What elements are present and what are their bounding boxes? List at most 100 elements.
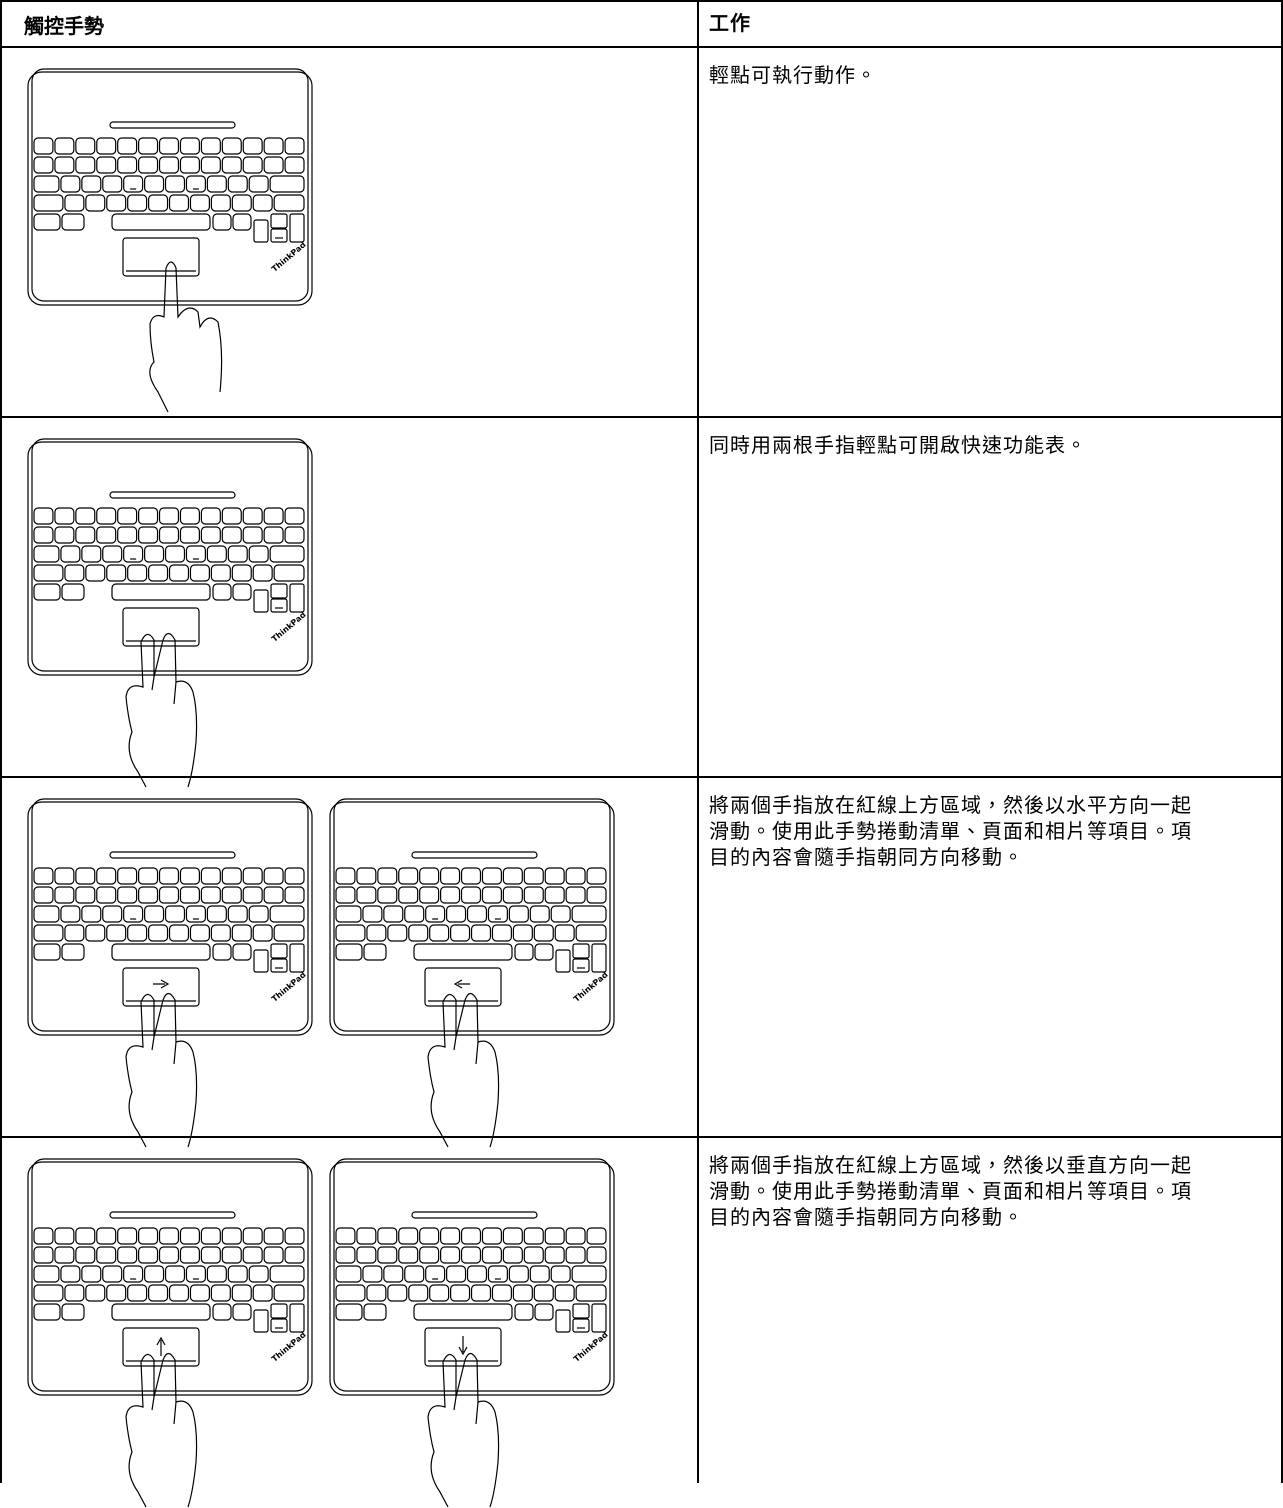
drawing — [117, 867, 138, 885]
illustration-canvas: ThinkPad ThinkPad — [27, 798, 615, 1148]
drawing — [200, 156, 221, 174]
drawing — [571, 1265, 607, 1283]
drawing — [335, 1246, 356, 1264]
logo-text: ThinkPad — [270, 240, 308, 274]
drawing — [85, 1284, 106, 1302]
drawing — [554, 1284, 575, 1302]
drawing — [269, 1265, 305, 1283]
drawing — [221, 1227, 242, 1245]
drawing — [440, 886, 461, 904]
drawing — [270, 1318, 288, 1333]
drawing — [138, 137, 159, 155]
drawing — [27, 441, 313, 676]
drawing — [440, 1246, 461, 1264]
drawing — [102, 1265, 123, 1283]
drawing — [127, 924, 148, 942]
drawing — [117, 886, 138, 904]
table-row: ThinkPad ThinkPad 將兩個手指放在紅線上方區域，然後以垂直方向一起… — [2, 1138, 1283, 1508]
drawing — [168, 924, 190, 942]
header-row: 觸控手勢 工作 — [2, 2, 1283, 48]
drawing — [363, 943, 387, 961]
drawing — [284, 156, 305, 174]
drawing — [253, 589, 269, 613]
drawing — [377, 886, 398, 904]
drawing — [185, 1265, 206, 1283]
drawing — [64, 564, 85, 582]
drawing — [398, 1227, 419, 1245]
drawing — [232, 1303, 252, 1321]
drawing — [263, 526, 284, 544]
drawing — [138, 526, 159, 544]
drawing — [31, 798, 309, 1032]
drawing — [470, 924, 492, 942]
drawing — [227, 175, 248, 193]
drawing — [263, 886, 284, 904]
drawing — [148, 924, 169, 942]
drawing — [96, 156, 117, 174]
drawing — [252, 924, 273, 942]
drawing — [138, 867, 159, 885]
drawing — [149, 261, 223, 413]
arrow — [453, 979, 470, 989]
drawing — [523, 886, 544, 904]
drawing — [33, 583, 61, 601]
drawing — [572, 943, 590, 959]
drawing — [481, 886, 502, 904]
drawing — [81, 545, 102, 563]
drawing — [33, 1284, 64, 1302]
drawing — [106, 194, 127, 212]
drawing — [554, 924, 575, 942]
drawing — [572, 1303, 590, 1319]
arrow — [458, 1336, 468, 1356]
drawing — [273, 924, 305, 942]
arrow — [153, 979, 170, 989]
drawing — [356, 886, 377, 904]
drawing — [200, 526, 221, 544]
drawing — [491, 1284, 512, 1302]
drawing — [502, 1246, 523, 1264]
drawing — [227, 905, 248, 923]
drawing — [75, 156, 96, 174]
drawing — [102, 905, 123, 923]
drawing — [508, 1265, 529, 1283]
drawing — [221, 867, 242, 885]
drawing — [127, 1284, 148, 1302]
drawing — [206, 545, 227, 563]
drawing — [450, 924, 471, 942]
drawing — [33, 156, 54, 174]
drawing — [533, 1284, 554, 1302]
drawing — [270, 1303, 288, 1319]
drawing — [242, 526, 263, 544]
drawing — [81, 905, 102, 923]
arrow — [156, 1336, 166, 1356]
drawing — [466, 1265, 488, 1283]
drawing — [31, 438, 309, 672]
drawing — [232, 583, 252, 601]
drawing — [571, 905, 607, 923]
drawing — [33, 1303, 61, 1321]
drawing — [60, 545, 81, 563]
drawing — [33, 867, 54, 885]
drawing — [363, 1303, 387, 1321]
illustration-canvas: ThinkPad — [27, 68, 313, 413]
drawing — [123, 175, 144, 193]
drawing — [383, 1265, 404, 1283]
drawing — [117, 137, 138, 155]
logo-text: ThinkPad — [572, 970, 610, 1004]
drawing — [550, 905, 571, 923]
illustration: ThinkPad ThinkPad — [2, 778, 699, 1148]
drawing — [335, 905, 362, 923]
drawing — [289, 1303, 305, 1333]
drawing — [242, 867, 263, 885]
drawing — [189, 924, 210, 942]
keyboard-illustration: ThinkPad — [27, 1158, 313, 1508]
drawing — [221, 137, 242, 155]
drawing — [75, 137, 96, 155]
drawing — [206, 905, 227, 923]
action-cell: 輕點可執行動作。 — [699, 48, 1283, 416]
action-text: 滑動。使用此手勢捲動清單、頁面和相片等項目。項 — [709, 819, 1192, 843]
drawing — [242, 507, 263, 525]
drawing — [54, 886, 75, 904]
drawing — [440, 1227, 461, 1245]
